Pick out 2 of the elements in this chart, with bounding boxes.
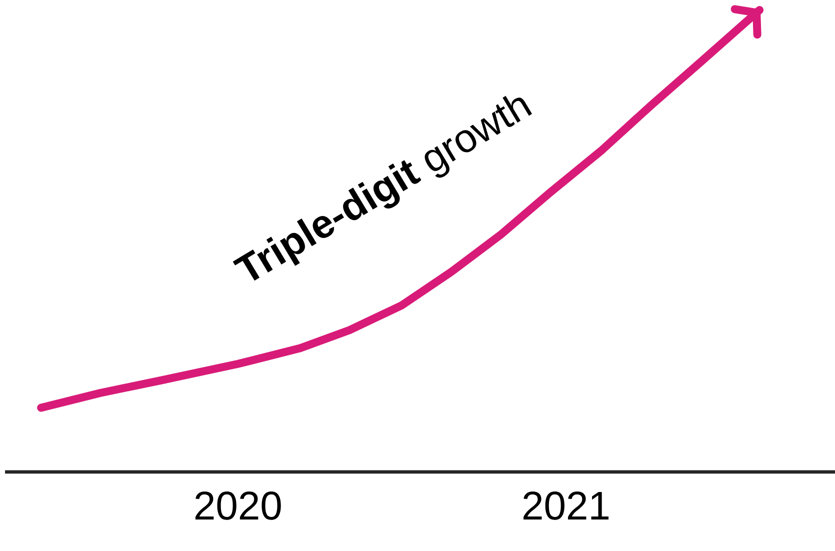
x-tick-label: 2020 [195,492,281,520]
x-tick-label: 2021 [524,492,609,520]
